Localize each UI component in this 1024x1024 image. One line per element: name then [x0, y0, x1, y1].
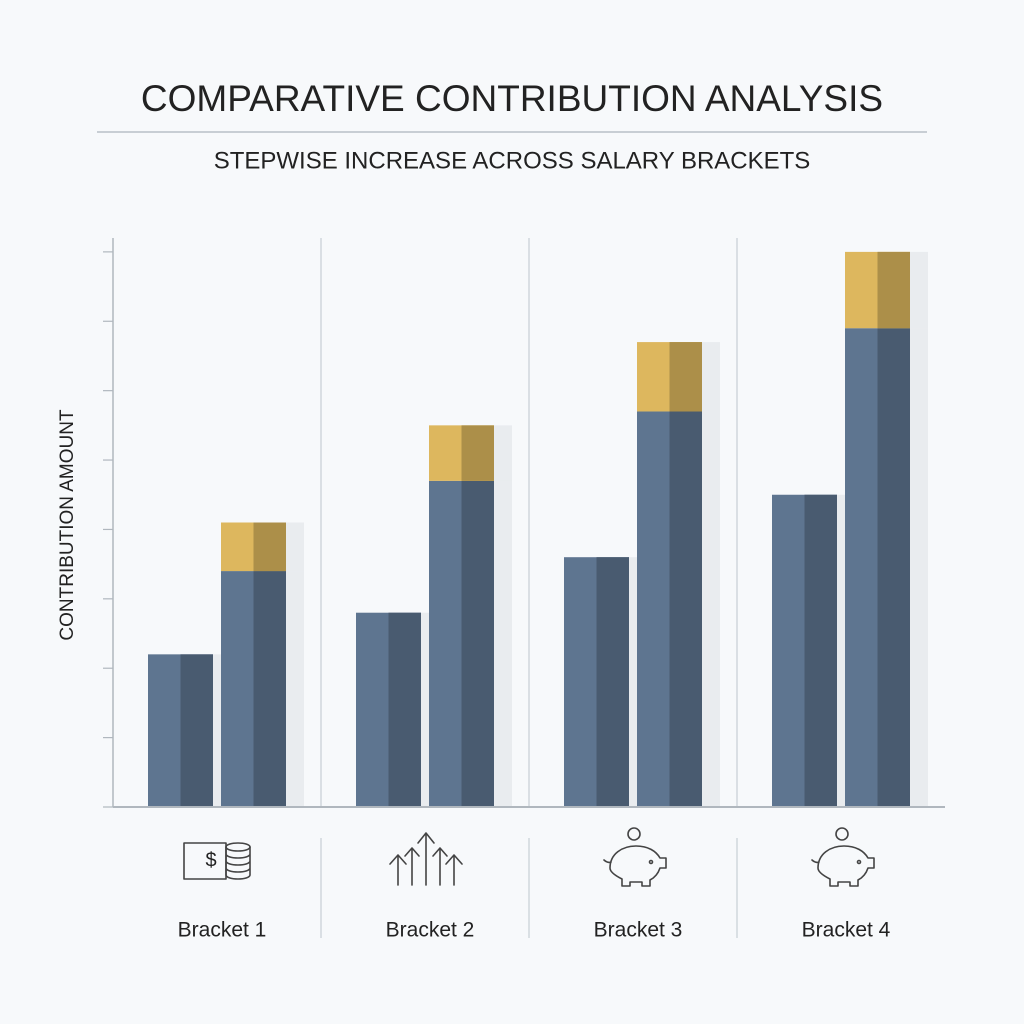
bar-facet: [669, 342, 702, 412]
x-tick-label: Bracket 2: [386, 919, 475, 942]
bar-shadow: [702, 411, 720, 807]
bar-facet: [461, 480, 494, 807]
icon-growth: [389, 832, 463, 886]
bar-shadow: [702, 342, 720, 412]
y-axis-label: CONTRIBUTION AMOUNT: [57, 409, 78, 641]
bar-facet: [804, 494, 837, 807]
bar-shadow: [286, 571, 304, 807]
bar-facet: [596, 557, 629, 807]
x-tick-label: Bracket 4: [802, 919, 891, 942]
x-tick-label: Bracket 3: [594, 919, 683, 942]
icon-cash: $: [183, 842, 251, 880]
bar-shadow: [910, 328, 928, 807]
bar-facet: [461, 425, 494, 481]
bar-facet: [253, 522, 286, 572]
chart-subtitle: STEPWISE INCREASE ACROSS SALARY BRACKETS: [214, 147, 811, 174]
bar-shadow: [910, 251, 928, 329]
bar-facet: [877, 251, 910, 329]
icon-piggy-bank: [603, 827, 667, 887]
bar-shadow: [494, 480, 512, 807]
bar-facet: [253, 571, 286, 807]
icon-piggy-bank: [811, 827, 875, 887]
svg-text:$: $: [205, 849, 216, 871]
chart-title: COMPARATIVE CONTRIBUTION ANALYSIS: [141, 78, 883, 119]
bar-shadow: [494, 425, 512, 481]
bar-facet: [180, 654, 213, 807]
x-tick-label: Bracket 1: [178, 919, 267, 942]
bar-facet: [669, 411, 702, 807]
bar-facet: [388, 612, 421, 807]
bar-shadow: [286, 522, 304, 572]
bar-facet: [877, 328, 910, 807]
